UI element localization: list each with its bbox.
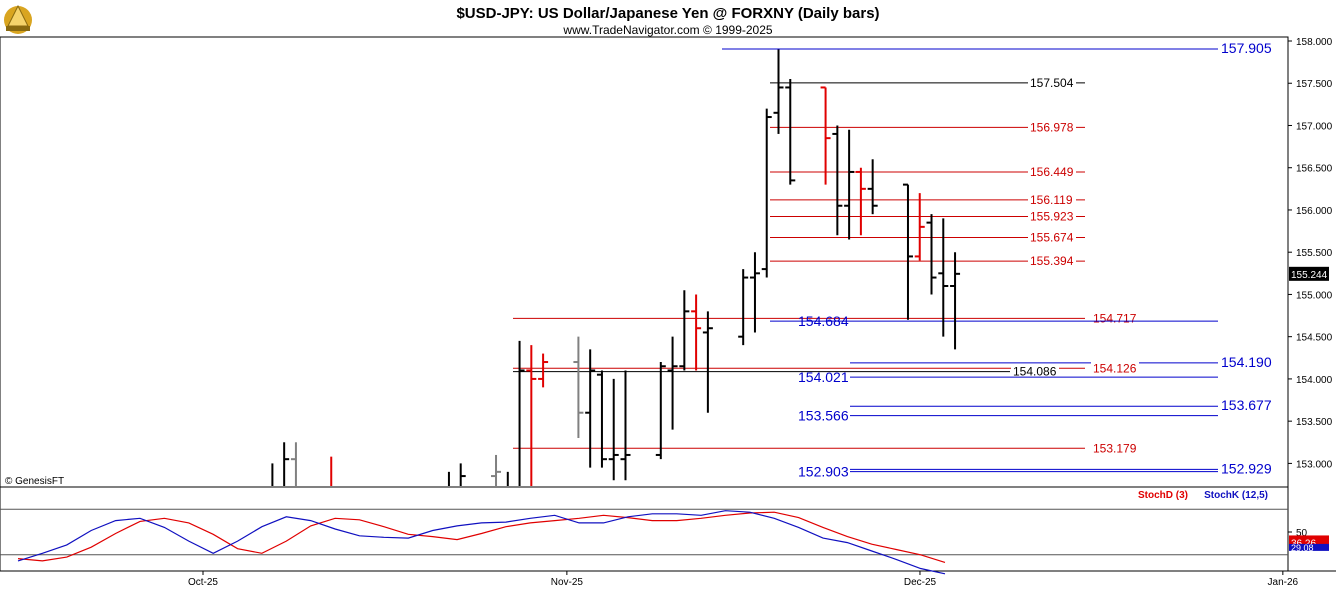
price-bar bbox=[820, 86, 831, 185]
price-bar bbox=[491, 454, 502, 486]
level-label-bg bbox=[1028, 209, 1076, 223]
logo bbox=[4, 4, 32, 34]
price-bar bbox=[526, 345, 537, 486]
level-label: 153.179 bbox=[1093, 441, 1137, 455]
price-bar bbox=[914, 193, 925, 261]
y-tick-label: 155.500 bbox=[1296, 248, 1333, 259]
y-tick-label: 157.000 bbox=[1296, 121, 1333, 132]
stochk-line bbox=[17, 510, 946, 575]
y-tick-label: 154.000 bbox=[1296, 375, 1333, 386]
oscillator-panel bbox=[0, 486, 1289, 572]
level-label: 154.126 bbox=[1093, 361, 1137, 375]
level-label: 154.190 bbox=[1221, 354, 1272, 370]
y-tick-label: 154.500 bbox=[1296, 333, 1333, 344]
price-bar bbox=[608, 378, 619, 481]
chart-subtitle: www.TradeNavigator.com © 1999-2025 bbox=[562, 23, 772, 37]
y-tick-label: 153.500 bbox=[1296, 417, 1333, 428]
price-bar bbox=[844, 129, 855, 240]
level-label-bg bbox=[1091, 441, 1139, 455]
level-label-bg bbox=[1028, 230, 1076, 244]
price-bar bbox=[855, 167, 866, 236]
osc-tick-label: 50 bbox=[1296, 528, 1308, 539]
level-label: 156.119 bbox=[1030, 193, 1073, 207]
level-label: 156.449 bbox=[1030, 165, 1074, 179]
price-bar bbox=[538, 353, 549, 388]
price-bar bbox=[290, 442, 297, 486]
x-tick-label: Dec-25 bbox=[904, 577, 937, 588]
legend-stochd: StochD (3) bbox=[1138, 490, 1188, 501]
y-tick-label: 156.500 bbox=[1296, 164, 1333, 175]
price-bar bbox=[655, 362, 666, 460]
price-bar bbox=[926, 214, 937, 295]
x-tick-label: Oct-25 bbox=[188, 577, 218, 588]
price-bar bbox=[667, 336, 678, 430]
price-bar bbox=[620, 370, 631, 481]
level-label: 155.394 bbox=[1030, 254, 1074, 268]
y-tick-label: 155.000 bbox=[1296, 290, 1333, 301]
level-label-bg bbox=[1011, 364, 1059, 378]
stochd-line bbox=[17, 511, 946, 563]
level-label: 157.905 bbox=[1221, 40, 1272, 56]
price-bar bbox=[573, 336, 584, 439]
x-tick-label: Nov-25 bbox=[551, 577, 584, 588]
level-label-bg bbox=[1091, 361, 1139, 375]
level-label-bg bbox=[1028, 192, 1076, 206]
x-tick-label: Jan-26 bbox=[1268, 577, 1299, 588]
level-label: 152.903 bbox=[798, 464, 849, 480]
level-label: 154.717 bbox=[1093, 311, 1137, 325]
level-label: 152.929 bbox=[1221, 460, 1272, 476]
level-label: 156.978 bbox=[1030, 120, 1074, 134]
level-label: 153.566 bbox=[798, 408, 849, 424]
level-label-bg bbox=[1028, 254, 1076, 268]
legend-stochk: StochK (12,5) bbox=[1204, 490, 1268, 501]
stochk-value-label: 29.08 bbox=[1291, 543, 1314, 553]
last-price-label: 155.244 bbox=[1291, 270, 1328, 281]
y-tick-label: 156.000 bbox=[1296, 206, 1333, 217]
level-label-bg bbox=[1028, 120, 1076, 134]
price-bar bbox=[773, 49, 784, 134]
last-price-box bbox=[1289, 266, 1329, 281]
level-label: 154.684 bbox=[798, 313, 849, 329]
level-label: 153.677 bbox=[1221, 397, 1272, 413]
price-bar bbox=[596, 370, 607, 468]
price-bar bbox=[902, 183, 913, 320]
price-bar bbox=[585, 349, 596, 468]
level-label: 154.021 bbox=[798, 369, 849, 385]
level-label: 155.674 bbox=[1030, 231, 1074, 245]
stochk-value-box bbox=[1289, 543, 1329, 551]
price-bar bbox=[938, 218, 949, 337]
y-tick-label: 158.000 bbox=[1296, 37, 1333, 48]
level-label-bg bbox=[1028, 75, 1076, 89]
price-bar bbox=[691, 294, 702, 371]
price-bar bbox=[832, 125, 843, 236]
level-label: 154.086 bbox=[1013, 365, 1057, 379]
price-bar bbox=[761, 108, 772, 278]
chart-title: $USD-JPY: US Dollar/Japanese Yen @ FORXN… bbox=[456, 5, 879, 22]
price-bar bbox=[518, 340, 525, 486]
price-bar bbox=[738, 269, 749, 346]
price-bar bbox=[950, 252, 961, 350]
price-bar bbox=[459, 463, 466, 486]
level-label: 155.923 bbox=[1030, 209, 1074, 223]
watermark: © GenesisFT bbox=[5, 476, 64, 487]
price-bar bbox=[749, 252, 760, 333]
price-panel bbox=[0, 36, 1289, 488]
level-label-bg bbox=[1028, 165, 1076, 179]
price-bar bbox=[679, 290, 690, 371]
price-bar bbox=[283, 442, 290, 486]
price-bar bbox=[867, 159, 878, 215]
price-bar bbox=[702, 311, 713, 413]
y-tick-label: 157.500 bbox=[1296, 79, 1333, 90]
y-tick-label: 153.000 bbox=[1296, 459, 1333, 470]
level-label: 157.504 bbox=[1030, 76, 1074, 90]
price-bar bbox=[785, 79, 796, 185]
